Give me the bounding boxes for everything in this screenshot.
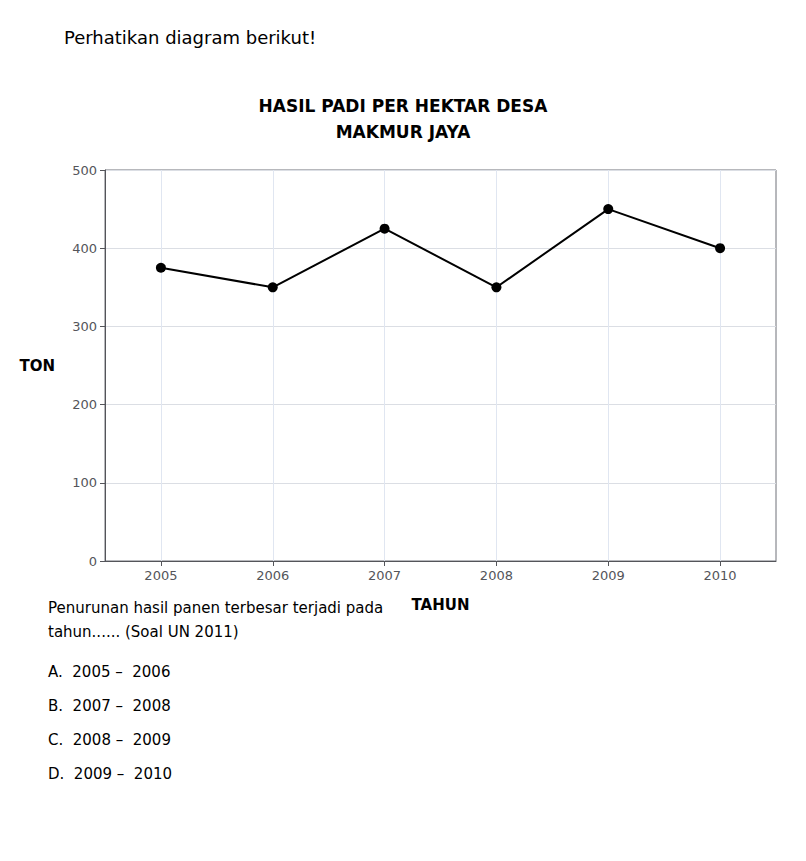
svg-text:HASIL PADI PER HEKTAR DESA: HASIL PADI PER HEKTAR DESA <box>259 96 549 116</box>
svg-text:500: 500 <box>72 163 97 178</box>
svg-text:2008: 2008 <box>480 568 513 583</box>
svg-text:0: 0 <box>89 554 97 569</box>
svg-text:MAKMUR JAYA: MAKMUR JAYA <box>336 122 472 142</box>
svg-text:A. 2005 – 2006: A. 2005 – 2006 <box>48 663 170 681</box>
svg-text:2010: 2010 <box>704 568 737 583</box>
svg-text:2007: 2007 <box>368 568 401 583</box>
svg-text:TON: TON <box>19 357 55 375</box>
svg-text:B. 2007 – 2008: B. 2007 – 2008 <box>48 697 171 715</box>
svg-text:D. 2009 – 2010: D. 2009 – 2010 <box>48 765 172 783</box>
svg-text:TAHUN: TAHUN <box>412 596 470 614</box>
svg-text:2005: 2005 <box>144 568 177 583</box>
svg-text:2009: 2009 <box>592 568 625 583</box>
svg-text:Penurunan hasil panen terbesar: Penurunan hasil panen terbesar terjadi p… <box>48 599 383 617</box>
svg-text:2006: 2006 <box>256 568 289 583</box>
svg-text:400: 400 <box>72 241 97 256</box>
svg-text:C. 2008 – 2009: C. 2008 – 2009 <box>48 731 171 749</box>
svg-text:200: 200 <box>72 397 97 412</box>
svg-text:tahun...... (Soal UN 2011): tahun...... (Soal UN 2011) <box>48 623 239 641</box>
svg-text:100: 100 <box>72 475 97 490</box>
svg-text:300: 300 <box>72 319 97 334</box>
svg-text:Perhatikan diagram berikut!: Perhatikan diagram berikut! <box>64 27 316 48</box>
